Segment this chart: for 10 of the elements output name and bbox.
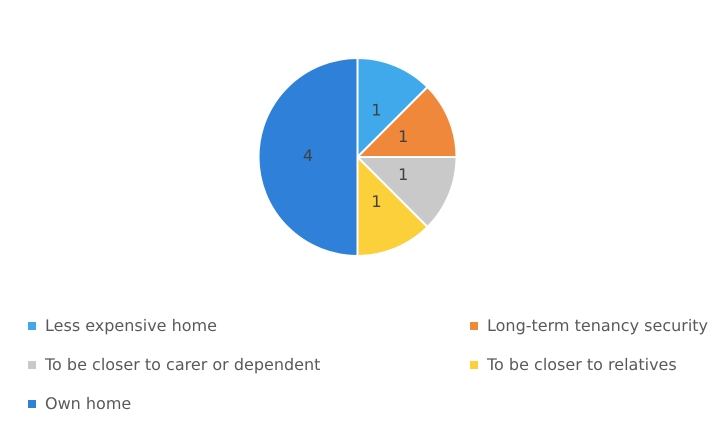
legend-label: To be closer to relatives [487,355,677,374]
data-label: 1 [398,127,408,146]
data-label: 1 [371,192,382,211]
legend-label: Less expensive home [45,316,217,335]
legend-label: Long-term tenancy security [487,316,708,335]
data-label: 1 [371,100,382,120]
data-label: 1 [398,165,408,184]
data-label: 4 [302,146,314,166]
legend-label: To be closer to carer or dependent [45,355,320,374]
legend-label: Own home [45,394,132,413]
